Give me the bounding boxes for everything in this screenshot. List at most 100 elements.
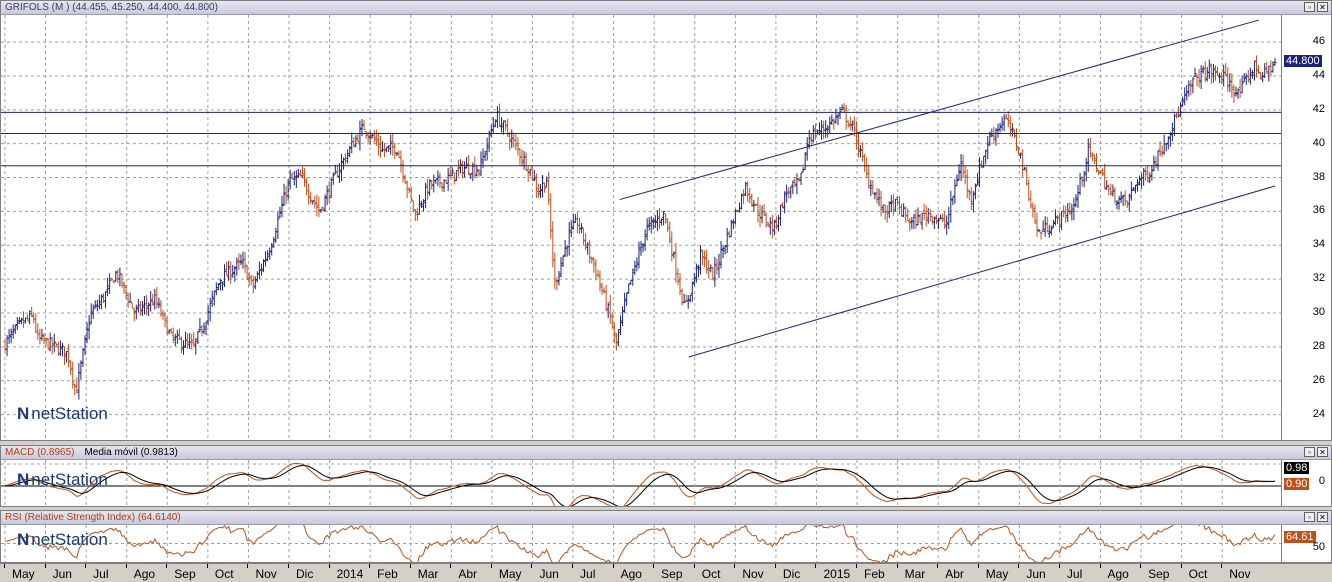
ohlc-bar <box>528 168 532 176</box>
ohlc-bar <box>452 172 456 185</box>
price-y-tick-label: 30 <box>1312 306 1325 318</box>
ohlc-bar <box>32 313 36 324</box>
ohlc-bar <box>910 217 914 230</box>
ohlc-bar <box>1269 60 1273 77</box>
ohlc-bar <box>1240 75 1244 94</box>
ohlc-bar <box>413 209 417 222</box>
ohlc-bar <box>1172 113 1176 136</box>
macd-close-icon[interactable]: ✕ <box>1317 447 1328 457</box>
ohlc-bar <box>900 203 904 217</box>
macd-title: MACD (0.8965) <box>5 447 75 458</box>
ohlc-bar <box>1183 87 1187 106</box>
ohlc-bar <box>1082 170 1086 188</box>
ohlc-bar <box>268 247 272 260</box>
ohlc-bar <box>87 315 91 340</box>
minimize-icon[interactable]: ▫ <box>1304 2 1315 12</box>
ohlc-bar <box>132 308 136 322</box>
ohlc-bar <box>175 329 179 344</box>
ohlc-bar <box>895 196 899 206</box>
ohlc-bar <box>1123 190 1127 206</box>
ohlc-bar <box>770 214 774 239</box>
ohlc-bar <box>214 282 218 296</box>
price-y-tick-label: 26 <box>1312 373 1325 386</box>
ohlc-bar <box>1035 212 1039 237</box>
ohlc-bar <box>655 210 659 232</box>
x-tick-mark <box>369 564 371 568</box>
rsi-minimize-icon[interactable]: ▫ <box>1304 512 1315 522</box>
ohlc-bar <box>333 164 337 175</box>
ohlc-bar <box>190 334 194 350</box>
x-tick-mark <box>937 564 939 568</box>
ohlc-bar <box>559 257 563 277</box>
x-tick-mark <box>856 564 858 568</box>
ohlc-bar <box>795 173 799 195</box>
ohlc-bar <box>319 208 323 213</box>
ohlc-bar <box>257 261 261 279</box>
ohlc-bar <box>668 221 672 244</box>
ohlc-bar <box>97 294 101 310</box>
ohlc-bar <box>789 186 793 199</box>
ohlc-bar <box>516 137 520 156</box>
ohlc-bar <box>1248 67 1252 85</box>
ohlc-bar <box>200 325 204 337</box>
ohlc-bar <box>1148 172 1152 184</box>
ohlc-bar <box>1236 88 1240 99</box>
ohlc-bar <box>635 257 639 272</box>
macd-logo-mark-icon: N <box>17 470 30 489</box>
ohlc-bar <box>286 179 290 201</box>
ohlc-bar <box>465 157 469 169</box>
ohlc-bar <box>598 270 602 292</box>
ohlc-bar <box>842 103 846 113</box>
price-y-tick-label: 44 <box>1312 68 1325 81</box>
ohlc-bar <box>545 176 549 188</box>
ohlc-bars <box>3 55 1277 400</box>
ohlc-bar <box>1189 79 1193 96</box>
ohlc-bar <box>235 257 239 276</box>
macd-panel-title: MACD (0.8965) Media móvil (0.9813) <box>5 447 178 458</box>
ohlc-bar <box>134 304 138 320</box>
ohlc-bar <box>155 286 159 309</box>
x-tick-mark <box>44 564 46 568</box>
ohlc-bar <box>73 383 77 396</box>
ohlc-bar <box>846 120 850 128</box>
ohlc-bar <box>1152 155 1156 172</box>
ohlc-bar <box>805 137 809 161</box>
ohlc-bar <box>799 172 803 185</box>
ohlc-bar <box>313 195 317 209</box>
ohlc-bar <box>58 340 62 356</box>
ohlc-bar <box>1273 57 1277 67</box>
x-tick-mark <box>774 564 776 568</box>
ohlc-bar <box>538 183 542 199</box>
ohlc-bar <box>1156 150 1160 171</box>
ohlc-bar <box>151 293 155 306</box>
rsi-close-icon[interactable]: ✕ <box>1317 512 1328 522</box>
ohlc-bar <box>1055 214 1059 225</box>
ohlc-bar <box>1047 224 1051 238</box>
ohlc-bar <box>251 275 255 294</box>
ohlc-bar <box>1109 183 1113 196</box>
ohlc-bar <box>409 186 413 203</box>
ohlc-bar <box>282 183 286 206</box>
x-tick-label: Jul <box>1066 567 1083 581</box>
ohlc-bar <box>1150 165 1154 181</box>
ohlc-bar <box>992 126 996 144</box>
ohlc-bar <box>1246 70 1250 83</box>
ohlc-bar <box>52 333 56 353</box>
ohlc-bar <box>438 172 442 189</box>
ohlc-bar <box>317 196 321 217</box>
ohlc-bar <box>161 309 165 320</box>
ohlc-bar <box>588 240 592 264</box>
ohlc-bar <box>756 197 760 223</box>
ohlc-bar <box>389 134 393 155</box>
ohlc-bar <box>83 335 87 356</box>
macd-minimize-icon[interactable]: ▫ <box>1304 447 1315 457</box>
ohlc-bar <box>446 167 450 192</box>
close-icon[interactable]: ✕ <box>1317 2 1328 12</box>
ohlc-bar <box>378 136 382 158</box>
macd-line <box>4 462 1276 506</box>
price-panel: GRIFOLS (M ) (44.455, 45.250, 44.400, 44… <box>0 0 1332 441</box>
